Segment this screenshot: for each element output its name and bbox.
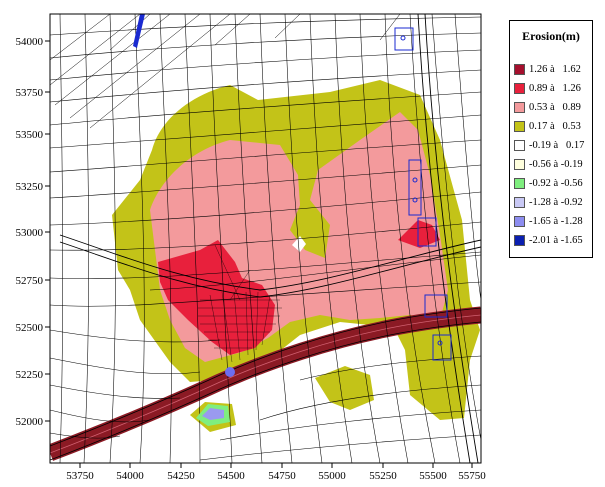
legend-item-label: -2.01 à -1.65 — [529, 235, 583, 246]
y-axis-ticks — [45, 40, 50, 422]
y-tick-label: 52750 — [16, 275, 44, 287]
road-corridor-edge-2 — [50, 321, 481, 461]
legend-swatch — [514, 140, 525, 151]
blue-spot — [225, 367, 235, 377]
mesh-cross-lines — [59, 14, 481, 463]
legend: Erosion(m) 1.26 à 1.62 0.89 à 1.26 0.53 … — [509, 20, 593, 258]
x-tick-label: 54750 — [268, 470, 296, 482]
x-tick-label: 54500 — [217, 470, 245, 482]
legend-item: -0.92 à -0.56 — [514, 175, 594, 192]
plot-frame — [49, 13, 482, 464]
legend-item-label: 0.53 à 0.89 — [529, 102, 581, 113]
y-tick-label: 52250 — [16, 369, 44, 381]
legend-swatch — [514, 159, 525, 170]
legend-item-label: 1.26 à 1.62 — [529, 64, 581, 75]
dense-mesh-zone — [198, 244, 282, 363]
x-tick-label: 55250 — [369, 470, 397, 482]
legend-item-label: -1.65 à -1.28 — [529, 216, 583, 227]
legend-item: 1.26 à 1.62 — [514, 61, 594, 78]
legend-swatch — [514, 197, 525, 208]
erosion-zone-0.53-0.89-pocket — [292, 236, 306, 252]
road-corridor-edge-1 — [50, 307, 481, 447]
legend-item: 0.17 à 0.53 — [514, 118, 594, 135]
mesh-diagonals — [50, 14, 401, 129]
legend-item: 0.89 à 1.26 — [514, 80, 594, 97]
legend-swatch — [514, 235, 525, 246]
legend-item: 0.53 à 0.89 — [514, 99, 594, 116]
x-tick-label: 55500 — [419, 470, 447, 482]
legend-item: -1.65 à -1.28 — [514, 213, 594, 230]
x-tick-label: 53750 — [66, 470, 94, 482]
erosion-zone-0.17-0.53-east — [315, 366, 374, 410]
x-tick-label: 55000 — [318, 470, 346, 482]
legend-item-label: 0.89 à 1.26 — [529, 83, 581, 94]
y-tick-label: 53250 — [16, 181, 44, 193]
legend-item-label: -0.56 à -0.19 — [529, 159, 583, 170]
legend-item: -1.28 à -0.92 — [514, 194, 594, 211]
y-tick-label: 52500 — [16, 322, 44, 334]
legend-item: -0.56 à -0.19 — [514, 156, 594, 173]
y-tick-label: 53750 — [16, 87, 44, 99]
mesh-flow-lines — [50, 16, 481, 461]
y-tick-label: 53500 — [16, 129, 44, 141]
legend-swatch — [514, 64, 525, 75]
road-corridor-centerline — [50, 314, 481, 454]
legend-item: -2.01 à -1.65 — [514, 232, 594, 249]
legend-item-label: -0.19 à 0.17 — [529, 140, 585, 151]
x-axis-ticks — [79, 463, 473, 468]
lilac-ring — [202, 408, 224, 420]
legend-swatch — [514, 216, 525, 227]
y-tick-label: 52000 — [16, 416, 44, 428]
legend-title: Erosion(m) — [522, 29, 580, 43]
blue-channel-top — [133, 14, 145, 48]
legend-swatch — [514, 102, 525, 113]
legend-item: -0.19 à 0.17 — [514, 137, 594, 154]
legend-swatch — [514, 121, 525, 132]
legend-item-label: 0.17 à 0.53 — [529, 121, 581, 132]
y-tick-label: 54000 — [16, 36, 44, 48]
y-tick-label: 53000 — [16, 227, 44, 239]
structure-markers — [394, 27, 452, 361]
secondary-road — [59, 234, 481, 298]
legend-item-label: -0.92 à -0.56 — [529, 178, 583, 189]
erosion-zone-0.89-1.26 — [158, 240, 275, 355]
legend-item-label: -1.28 à -0.92 — [529, 197, 583, 208]
x-tick-label: 54250 — [167, 470, 195, 482]
x-tick-label: 55750 — [458, 470, 486, 482]
legend-swatch — [514, 83, 525, 94]
x-tick-label: 54000 — [116, 470, 144, 482]
legend-swatch — [514, 178, 525, 189]
